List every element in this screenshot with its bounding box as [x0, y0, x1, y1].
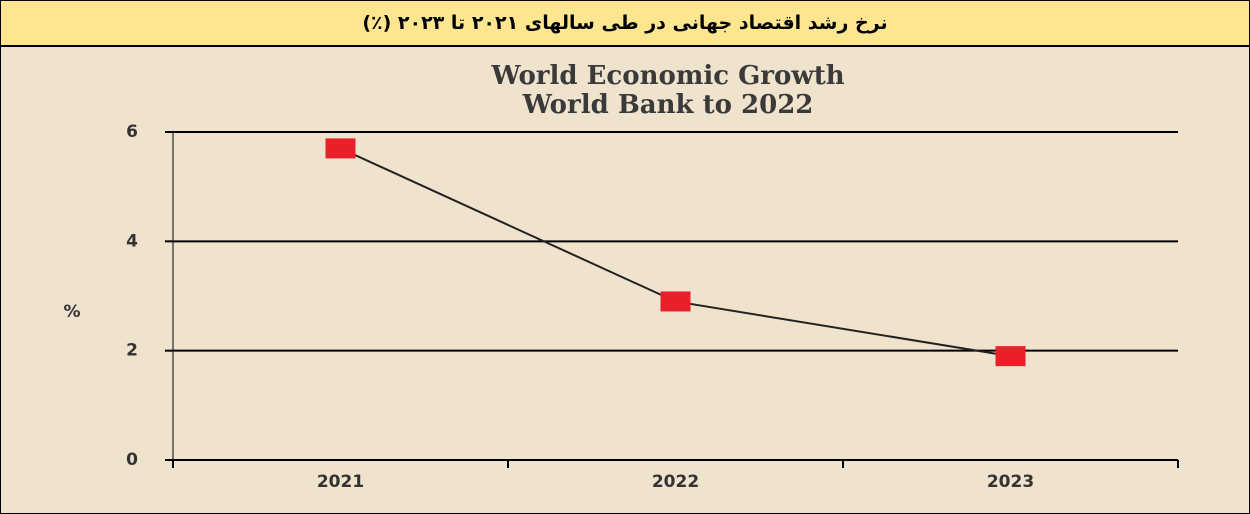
marker — [660, 291, 691, 312]
marker — [325, 138, 356, 159]
x-tick-label: 2023 — [987, 472, 1034, 492]
y-tick-label: 4 — [126, 231, 138, 251]
header: نرخ رشد اقتصاد جهانی در طی سالهای ۲۰۲۱ ت… — [1, 1, 1249, 47]
y-axis-label: % — [63, 302, 80, 322]
line — [340, 147, 1011, 358]
y-tick-label: 2 — [126, 341, 138, 361]
y-tick-label: 0 — [126, 450, 138, 470]
chart-title: World Economic Growth — [490, 61, 844, 91]
marker — [995, 346, 1026, 367]
x-tick-label: 2022 — [652, 472, 699, 492]
x-tick-label: 2021 — [317, 472, 364, 492]
header-title: نرخ رشد اقتصاد جهانی در طی سالهای ۲۰۲۱ ت… — [362, 12, 888, 34]
chart-subtitle: World Bank to 2022 — [522, 90, 814, 120]
y-tick-label: 6 — [126, 122, 138, 142]
